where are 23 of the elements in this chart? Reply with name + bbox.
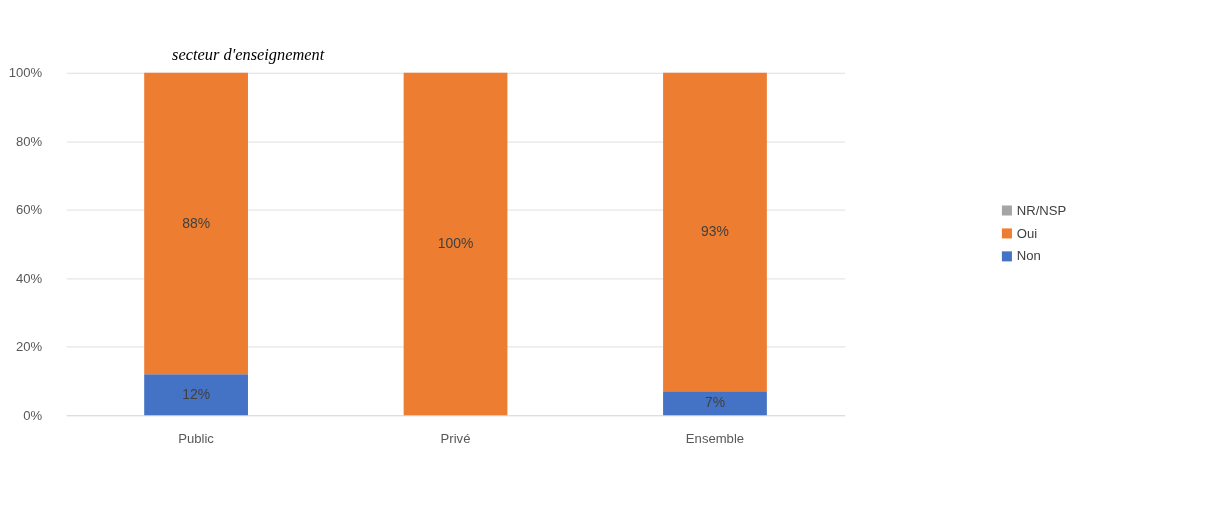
bar bbox=[403, 72, 508, 416]
y-tick-label: 0% bbox=[23, 407, 43, 423]
data-label: 7% bbox=[704, 394, 726, 411]
x-tick-label: Public bbox=[178, 430, 215, 446]
y-tick-label: 100% bbox=[8, 65, 43, 81]
y-tick-label: 40% bbox=[15, 270, 43, 286]
x-tick-label: Privé bbox=[440, 430, 471, 446]
data-label: 12% bbox=[182, 385, 211, 402]
legend-label: NR/NSP bbox=[1016, 202, 1067, 218]
bar bbox=[663, 391, 767, 416]
bar bbox=[663, 72, 767, 392]
x-tick-label: Ensemble bbox=[685, 430, 745, 446]
data-label: 93% bbox=[701, 223, 729, 240]
y-tick-label: 80% bbox=[15, 133, 43, 149]
y-tick-label: 60% bbox=[15, 202, 43, 218]
chart-title: secteur d'enseignement bbox=[172, 44, 325, 64]
bar bbox=[144, 72, 248, 375]
legend-label: Non bbox=[1016, 248, 1041, 264]
data-label: 88% bbox=[182, 214, 211, 231]
bar bbox=[144, 374, 248, 416]
data-label: 100% bbox=[437, 235, 474, 252]
legend-label: Oui bbox=[1016, 225, 1038, 241]
y-tick-label: 20% bbox=[15, 339, 43, 355]
